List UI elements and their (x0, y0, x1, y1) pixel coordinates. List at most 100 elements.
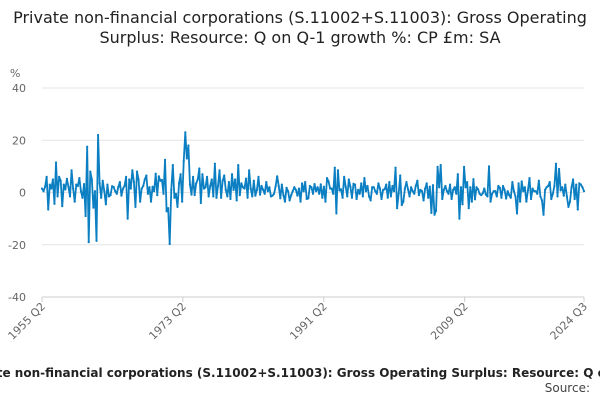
data-point[interactable] (307, 197, 310, 200)
data-point[interactable] (392, 190, 396, 193)
data-point[interactable] (476, 188, 480, 191)
data-point[interactable] (322, 185, 325, 188)
data-point[interactable] (249, 187, 252, 190)
data-point[interactable] (53, 202, 56, 205)
data-point[interactable] (280, 183, 283, 186)
data-point[interactable] (539, 195, 542, 198)
data-point[interactable] (276, 175, 279, 178)
data-point[interactable] (227, 180, 230, 184)
data-point[interactable] (319, 183, 322, 186)
data-point[interactable] (458, 217, 461, 220)
data-point[interactable] (301, 182, 304, 185)
data-point[interactable] (425, 182, 428, 185)
data-point[interactable] (375, 192, 378, 195)
data-point[interactable] (232, 188, 235, 191)
data-point[interactable] (44, 185, 47, 188)
data-point[interactable] (229, 197, 232, 201)
data-point[interactable] (363, 177, 366, 180)
data-point[interactable] (157, 175, 160, 178)
data-point[interactable] (265, 180, 268, 184)
data-point[interactable] (120, 194, 123, 197)
data-point[interactable] (64, 188, 67, 191)
data-point[interactable] (73, 200, 76, 203)
data-point[interactable] (311, 192, 315, 195)
data-point[interactable] (344, 185, 347, 188)
data-point[interactable] (223, 174, 226, 177)
data-point[interactable] (78, 177, 81, 180)
data-point[interactable] (258, 193, 262, 196)
data-point[interactable] (313, 183, 316, 186)
data-point[interactable] (551, 192, 554, 195)
data-point[interactable] (472, 178, 475, 181)
data-point[interactable] (491, 192, 494, 195)
data-point[interactable] (213, 162, 216, 165)
data-point[interactable] (171, 163, 174, 167)
data-point[interactable] (92, 206, 95, 209)
data-point[interactable] (397, 192, 400, 195)
data-point[interactable] (89, 170, 92, 173)
data-point[interactable] (341, 196, 344, 199)
data-point[interactable] (95, 239, 98, 242)
data-point[interactable] (134, 205, 137, 208)
data-point[interactable] (310, 186, 313, 189)
data-point[interactable] (248, 169, 251, 172)
data-point[interactable] (288, 199, 291, 202)
data-point[interactable] (447, 192, 450, 195)
data-point[interactable] (333, 166, 336, 169)
data-point[interactable] (163, 158, 167, 161)
data-point[interactable] (103, 190, 106, 193)
data-point[interactable] (547, 184, 550, 188)
data-point[interactable] (215, 196, 218, 199)
data-point[interactable] (93, 190, 97, 193)
data-point[interactable] (464, 186, 467, 189)
data-point[interactable] (511, 180, 514, 184)
data-point[interactable] (480, 194, 483, 197)
data-point[interactable] (531, 187, 534, 190)
data-point[interactable] (377, 182, 380, 185)
data-point[interactable] (131, 169, 134, 172)
data-point[interactable] (115, 192, 118, 195)
data-point[interactable] (445, 190, 449, 193)
data-point[interactable] (135, 170, 139, 173)
data-point[interactable] (540, 199, 544, 202)
data-point[interactable] (361, 195, 364, 198)
data-point[interactable] (283, 200, 287, 203)
data-point[interactable] (413, 192, 416, 195)
data-point[interactable] (509, 196, 512, 199)
data-point[interactable] (487, 165, 491, 168)
data-point[interactable] (45, 175, 48, 178)
data-point[interactable] (369, 199, 372, 202)
data-point[interactable] (355, 197, 358, 201)
data-point[interactable] (559, 189, 562, 192)
data-point[interactable] (293, 186, 296, 189)
data-point[interactable] (374, 190, 377, 193)
data-point[interactable] (90, 178, 93, 181)
data-point[interactable] (148, 186, 151, 189)
data-point[interactable] (526, 189, 530, 192)
data-point[interactable] (42, 190, 45, 193)
data-point[interactable] (252, 179, 255, 182)
data-point[interactable] (184, 131, 187, 134)
data-point[interactable] (302, 190, 305, 193)
data-point[interactable] (481, 192, 484, 195)
data-point[interactable] (492, 190, 495, 193)
data-point[interactable] (237, 163, 240, 167)
data-point[interactable] (497, 184, 500, 188)
data-point[interactable] (165, 210, 168, 213)
data-point[interactable] (56, 195, 59, 198)
data-point[interactable] (339, 188, 343, 191)
data-point[interactable] (156, 194, 159, 197)
data-point[interactable] (220, 196, 223, 199)
data-point[interactable] (271, 194, 274, 197)
data-point[interactable] (561, 186, 564, 189)
data-point[interactable] (70, 169, 73, 172)
data-point[interactable] (87, 241, 90, 244)
data-point[interactable] (441, 197, 444, 201)
data-point[interactable] (290, 194, 293, 197)
data-point[interactable] (86, 145, 89, 148)
data-point[interactable] (297, 187, 301, 190)
data-point[interactable] (246, 196, 249, 199)
data-point[interactable] (216, 184, 220, 188)
data-point[interactable] (40, 187, 44, 190)
data-point[interactable] (286, 190, 290, 193)
